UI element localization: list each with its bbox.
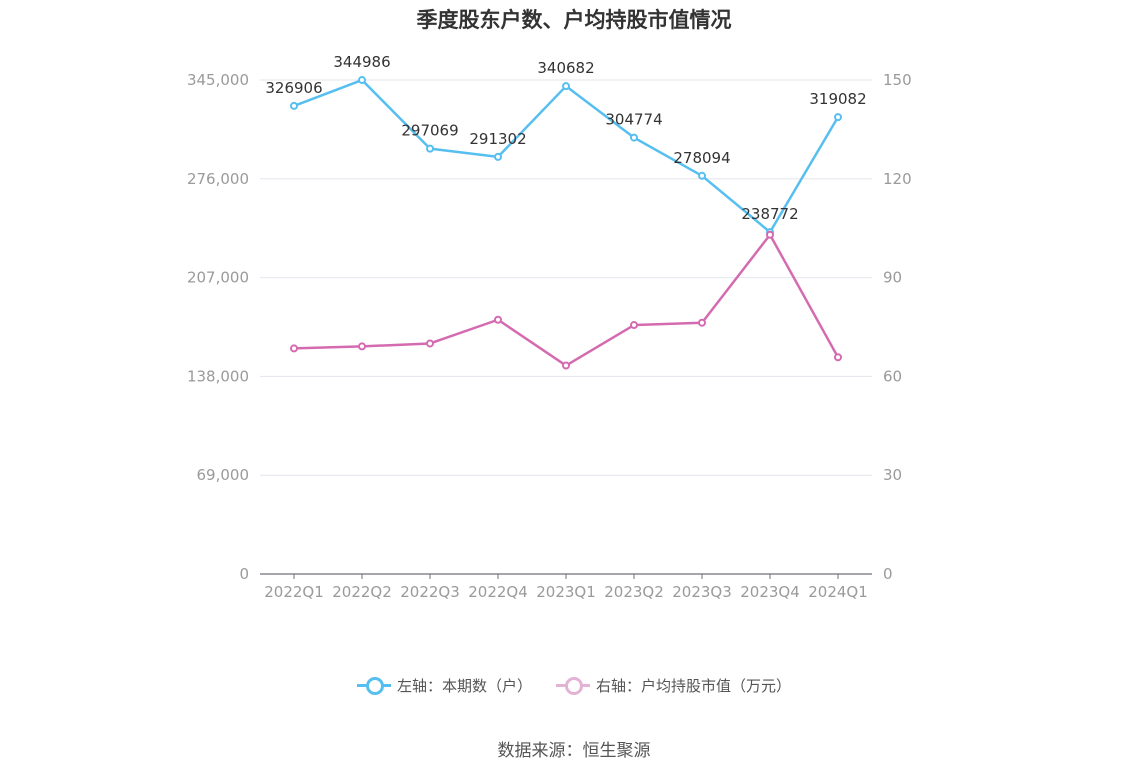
legend-marker-left	[356, 673, 391, 697]
y-left-tick-label: 345,000	[187, 71, 249, 89]
left-series-point	[698, 171, 706, 180]
right-series-point	[494, 315, 502, 324]
y-left-tick-label: 276,000	[187, 170, 249, 188]
left-series-point	[494, 152, 502, 161]
left-series-point	[290, 101, 298, 110]
data-label: 291302	[469, 130, 526, 148]
left-series-point	[562, 82, 570, 91]
right-series-point	[630, 321, 638, 330]
left-series-point	[426, 144, 434, 153]
x-tick-label: 2023Q2	[604, 583, 664, 601]
x-tick-label: 2022Q4	[468, 583, 528, 601]
legend-item-right-series[interactable]: 右轴：户均持股市值（万元）	[556, 673, 791, 697]
legend: 左轴：本期数（户） 右轴：户均持股市值（万元）	[0, 673, 1148, 697]
right-series-point	[698, 318, 706, 327]
right-series-point	[358, 342, 366, 351]
right-series-point	[834, 353, 842, 362]
y-left-tick-label: 207,000	[187, 269, 249, 287]
y-right-tick-label: 0	[883, 565, 893, 583]
x-tick-label: 2023Q4	[740, 583, 800, 601]
y-right-tick-label: 150	[883, 71, 912, 89]
x-tick-label: 2022Q3	[400, 583, 460, 601]
x-tick-label: 2023Q1	[536, 583, 596, 601]
y-right-tick-label: 60	[883, 367, 902, 385]
data-label: 326906	[265, 79, 322, 97]
chart-title: 季度股东户数、户均持股市值情况	[416, 8, 732, 32]
data-label: 278094	[673, 149, 730, 167]
right-series-point	[562, 361, 570, 370]
data-source: 数据来源：恒生聚源	[497, 741, 651, 761]
data-label: 238772	[741, 205, 798, 223]
y-right-tick-label: 120	[883, 170, 912, 188]
data-label: 297069	[401, 122, 458, 140]
x-tick-label: 2023Q3	[672, 583, 732, 601]
x-tick-label: 2022Q1	[264, 583, 324, 601]
right-series-line	[293, 233, 840, 367]
left-series-point	[358, 76, 366, 85]
legend-marker-right	[556, 673, 590, 697]
right-series-point	[766, 230, 774, 239]
y-right-tick-label: 30	[883, 466, 902, 484]
data-label: 340682	[537, 59, 594, 77]
y-right-tick-label: 90	[883, 269, 902, 287]
x-tick-label: 2024Q1	[808, 583, 868, 601]
left-series-point	[630, 133, 638, 142]
legend-label-left: 左轴：本期数（户）	[396, 676, 532, 695]
right-series-point	[290, 344, 298, 353]
legend-item-left-series[interactable]: 左轴：本期数（户）	[356, 673, 532, 697]
y-left-tick-label: 69,000	[197, 466, 250, 484]
legend-label-right: 右轴：户均持股市值（万元）	[596, 676, 792, 695]
y-left-tick-label: 0	[239, 565, 249, 583]
y-left-tick-label: 138,000	[187, 367, 249, 385]
x-tick-label: 2022Q2	[332, 583, 392, 601]
data-label: 319082	[809, 90, 866, 108]
data-label: 344986	[333, 53, 390, 71]
left-series-point	[834, 113, 842, 122]
data-label: 304774	[605, 111, 662, 129]
right-series-point	[426, 339, 434, 348]
